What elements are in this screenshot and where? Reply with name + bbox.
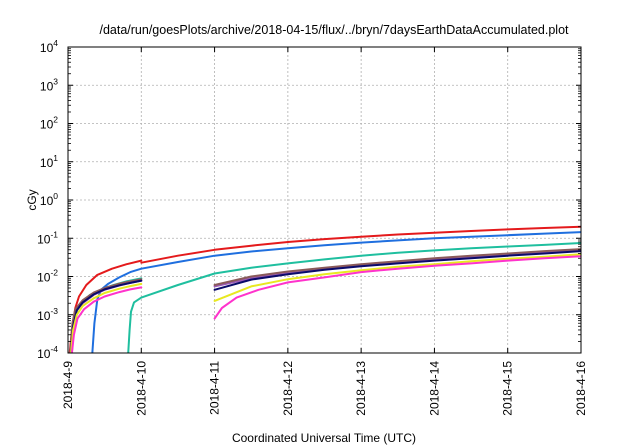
x-tick-label: 2018-4-12 xyxy=(281,361,295,416)
series-line-8-segment-1 xyxy=(70,286,143,353)
series-line-2-segment-2 xyxy=(140,231,581,270)
y-tick-label: 10-4 xyxy=(37,344,58,361)
series-line-1-segment-2 xyxy=(140,225,581,264)
y-tick-label: 100 xyxy=(40,191,58,208)
y-axis: 10-4 10-3 10-2 10-1 100 101 102 103 104 xyxy=(37,38,581,361)
chart-title: /data/run/goesPlots/archive/2018-04-15/f… xyxy=(99,23,569,37)
x-tick-label: 2018-4-11 xyxy=(208,361,222,415)
y-tick-label: 101 xyxy=(40,153,58,170)
y-tick-label: 10-3 xyxy=(37,306,58,323)
x-axis: 2018-4-9 2018-4-10 2018-4-11 2018-4-12 2018-… xyxy=(61,47,588,416)
x-tick-label: 2018-4-9 xyxy=(61,361,75,409)
y-tick-label: 104 xyxy=(40,38,58,55)
series-line-5-segment-1 xyxy=(69,278,143,353)
grid xyxy=(68,47,581,353)
series-line-7-segment-2 xyxy=(213,253,581,302)
y-tick-label: 10-1 xyxy=(37,229,58,246)
x-tick-label: 2018-4-16 xyxy=(574,361,588,416)
y-tick-label: 103 xyxy=(40,76,58,93)
series-line-7-segment-1 xyxy=(70,282,143,353)
series-line-2-segment-1 xyxy=(91,267,143,353)
x-tick-label: 2018-4-13 xyxy=(354,361,368,416)
series-line-5-segment-2 xyxy=(213,248,581,286)
y-tick-label: 10-2 xyxy=(37,268,58,285)
y-tick-label: 102 xyxy=(40,115,58,132)
series-line-6-segment-2 xyxy=(213,250,581,291)
x-tick-label: 2018-4-10 xyxy=(134,361,148,416)
series-line-3-segment-2 xyxy=(127,242,581,353)
y-axis-label: cGy xyxy=(25,189,39,210)
series-group xyxy=(68,225,581,353)
series-line-8-segment-2 xyxy=(213,255,581,320)
x-tick-label: 2018-4-14 xyxy=(427,361,441,416)
x-axis-label: Coordinated Universal Time (UTC) xyxy=(232,431,416,445)
x-tick-label: 2018-4-15 xyxy=(501,361,515,416)
